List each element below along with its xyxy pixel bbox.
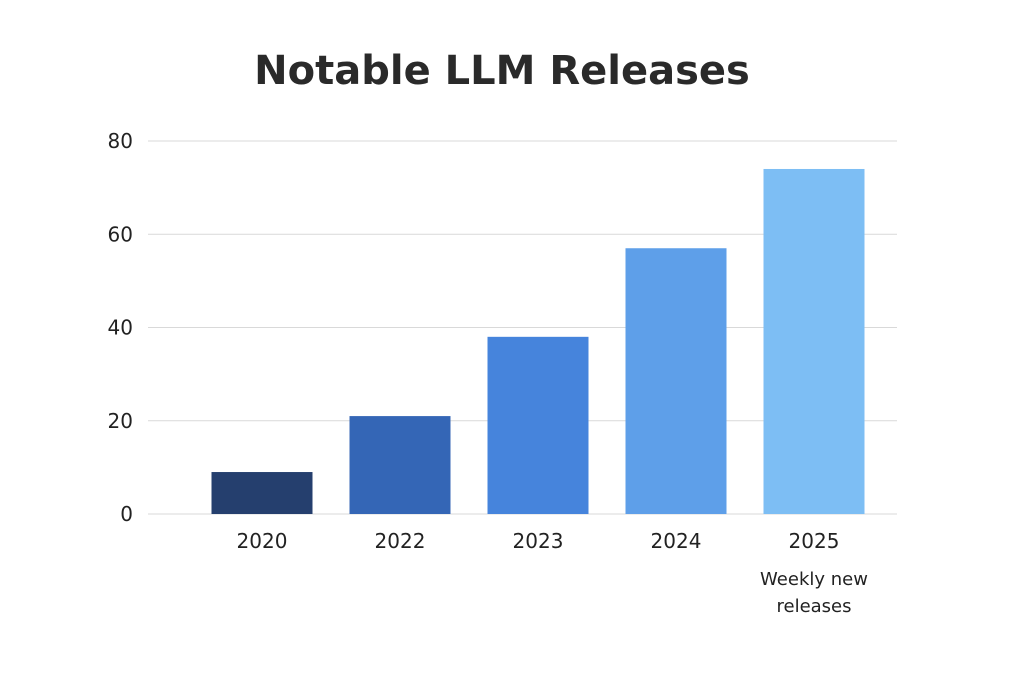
chart-title: Notable LLM Releases [254, 48, 750, 94]
bar-2024 [625, 248, 727, 515]
y-tick-label: 60 [108, 222, 133, 246]
x-axis-labels: 2020 2022 2023 2024 2025 [237, 529, 840, 553]
x-tick-label: 2020 [237, 529, 288, 553]
y-tick-label: 0 [120, 502, 133, 526]
annotations: Weekly new releases [760, 569, 868, 617]
y-tick-label: 40 [108, 316, 133, 340]
y-tick-label: 20 [108, 409, 133, 433]
bar-2025 [763, 168, 865, 514]
x-tick-label: 2022 [375, 529, 426, 553]
y-axis-ticks: 0 20 40 60 80 [108, 129, 133, 526]
y-tick-label: 80 [108, 129, 133, 153]
bar-2023 [487, 336, 589, 514]
bar-2020 [211, 472, 313, 514]
x-tick-label: 2024 [651, 529, 702, 553]
annotation-text: Weekly new [760, 569, 868, 590]
bar-2022 [349, 416, 451, 514]
x-tick-label: 2025 [789, 529, 840, 553]
annotation-text: releases [776, 596, 851, 617]
bars [211, 168, 865, 515]
x-tick-label: 2023 [513, 529, 564, 553]
